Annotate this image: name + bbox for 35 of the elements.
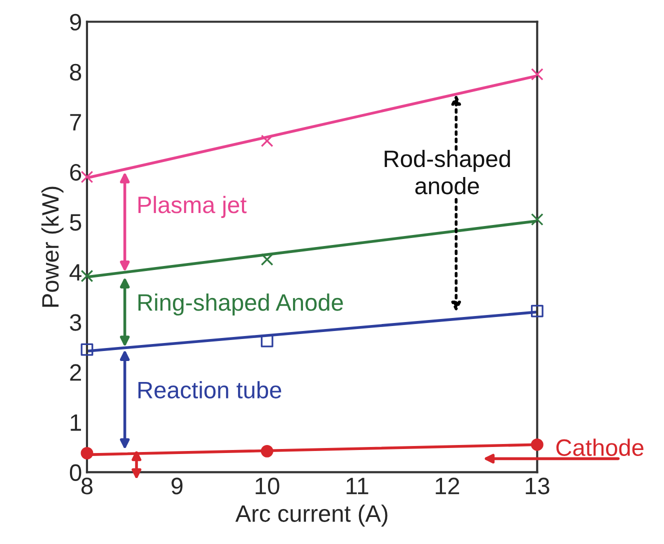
y-tick-label: 6 (70, 164, 82, 181)
annotation: Ring-shaped Anode (138, 294, 343, 316)
point (80, 446, 94, 460)
point (530, 213, 544, 226)
y-tick-label: 0 (70, 464, 82, 481)
x-tick-label: 8 (81, 478, 93, 494)
point (530, 68, 544, 81)
y-tick-label: 3 (70, 314, 82, 331)
annotation: Rod-shaped anode (384, 150, 510, 194)
annotation: Plasma jet (138, 196, 247, 218)
point (260, 444, 274, 458)
point (80, 270, 94, 282)
x-tick-label: 10 (256, 478, 280, 494)
y-tick-label: 8 (70, 64, 82, 81)
y-tick-label: 4 (70, 264, 82, 281)
x-tick-label: 11 (346, 478, 368, 494)
x-axis-title: Arc current (A) (235, 504, 388, 527)
point (80, 343, 94, 356)
x-tick-label: 13 (526, 478, 550, 494)
text: Cathode (556, 438, 644, 456)
y-tick-label: 2 (70, 364, 81, 381)
point (260, 134, 274, 148)
y-axis-title: Power (kW) (41, 186, 64, 307)
x-tick-label: 12 (436, 478, 460, 494)
point (530, 304, 544, 318)
point (80, 170, 94, 184)
y-tick-label: 1 (70, 414, 81, 431)
point (530, 438, 544, 451)
y-tick-label: 7 (70, 114, 81, 130)
point (260, 334, 274, 348)
y-tick-label: 9 (70, 14, 82, 31)
y-tick-label: 5 (70, 214, 82, 231)
point (260, 253, 274, 266)
x-tick-label: 9 (172, 478, 182, 494)
annotation: Reaction tube (138, 381, 282, 398)
